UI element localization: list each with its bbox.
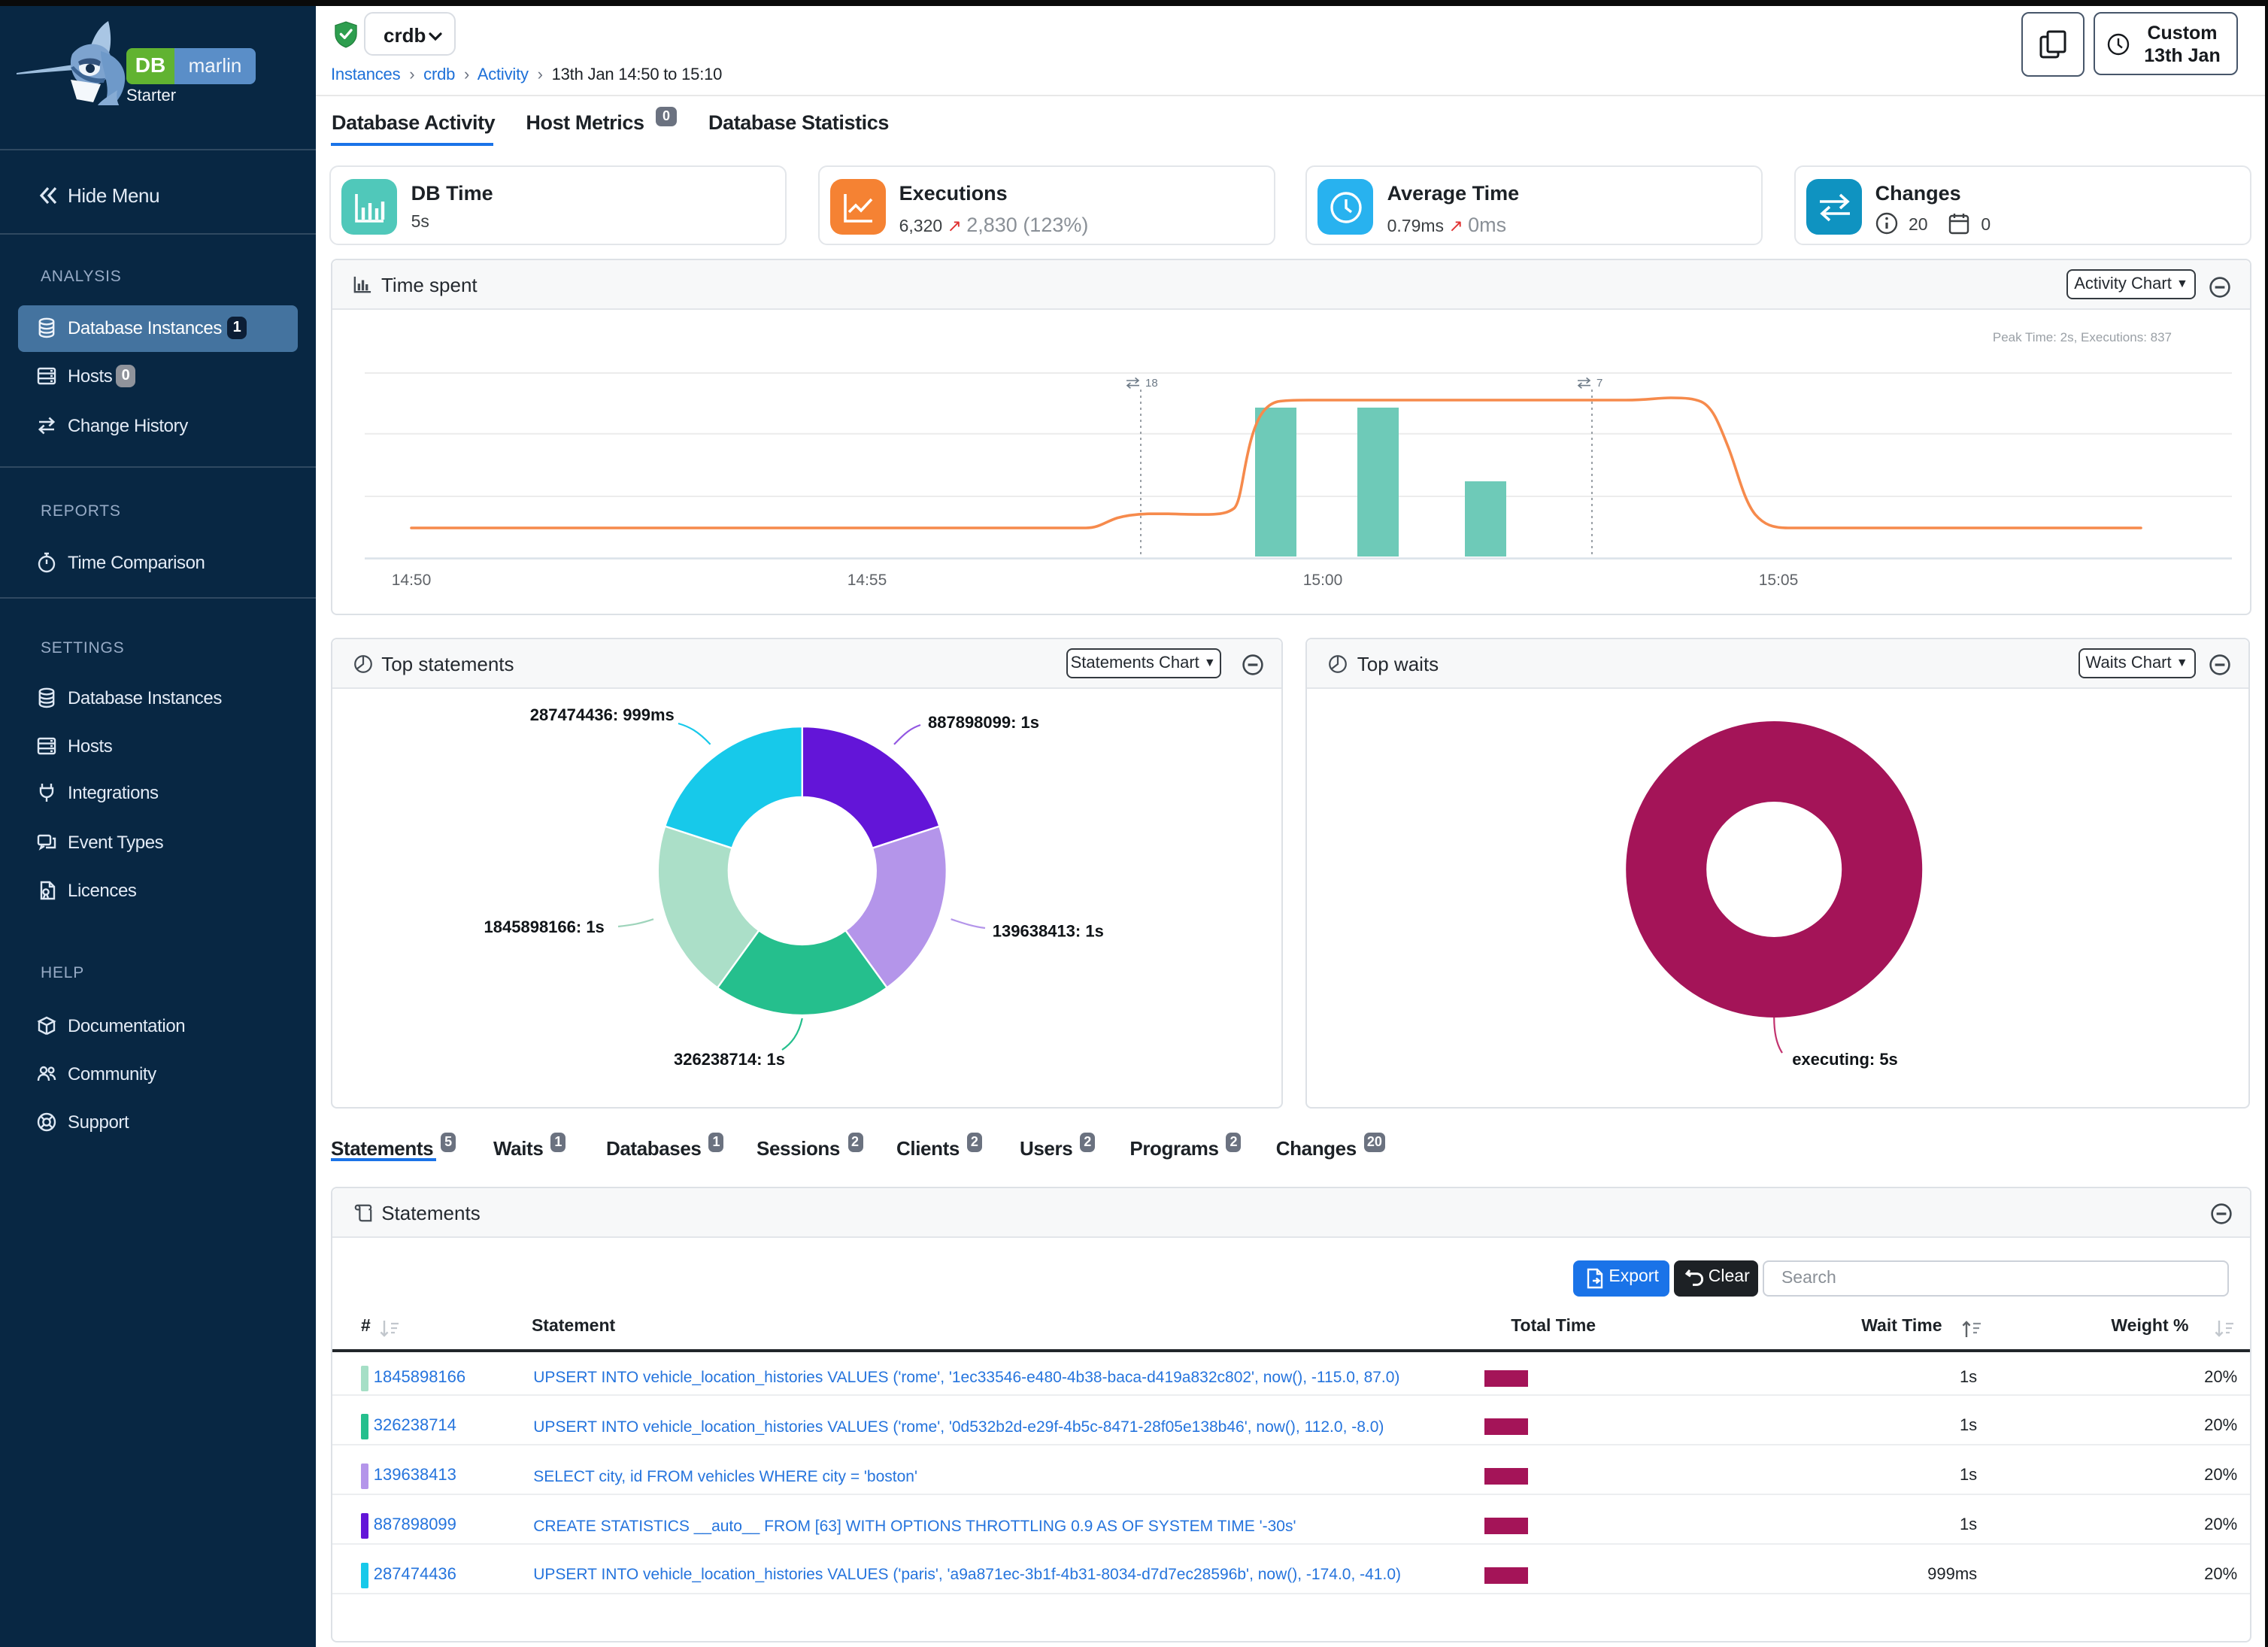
svg-text:14:50: 14:50 [391, 572, 431, 589]
svg-text:15:05: 15:05 [1758, 572, 1798, 589]
svg-text:15:00: 15:00 [1302, 572, 1342, 589]
svg-text:1845898166: 1s: 1845898166: 1s [484, 918, 604, 936]
svg-text:executing: 5s: executing: 5s [1793, 1050, 1899, 1069]
svg-text:Peak Time: 2s, Executions: 837: Peak Time: 2s, Executions: 837 [1992, 330, 2171, 344]
svg-text:139638413: 1s: 139638413: 1s [992, 921, 1103, 940]
svg-text:18: 18 [1145, 377, 1157, 390]
svg-text:7: 7 [1596, 377, 1602, 390]
svg-text:287474436: 999ms: 287474436: 999ms [529, 705, 674, 724]
svg-text:14:55: 14:55 [847, 572, 887, 589]
svg-text:887898099: 1s: 887898099: 1s [927, 713, 1038, 732]
svg-text:326238714: 1s: 326238714: 1s [673, 1050, 784, 1069]
